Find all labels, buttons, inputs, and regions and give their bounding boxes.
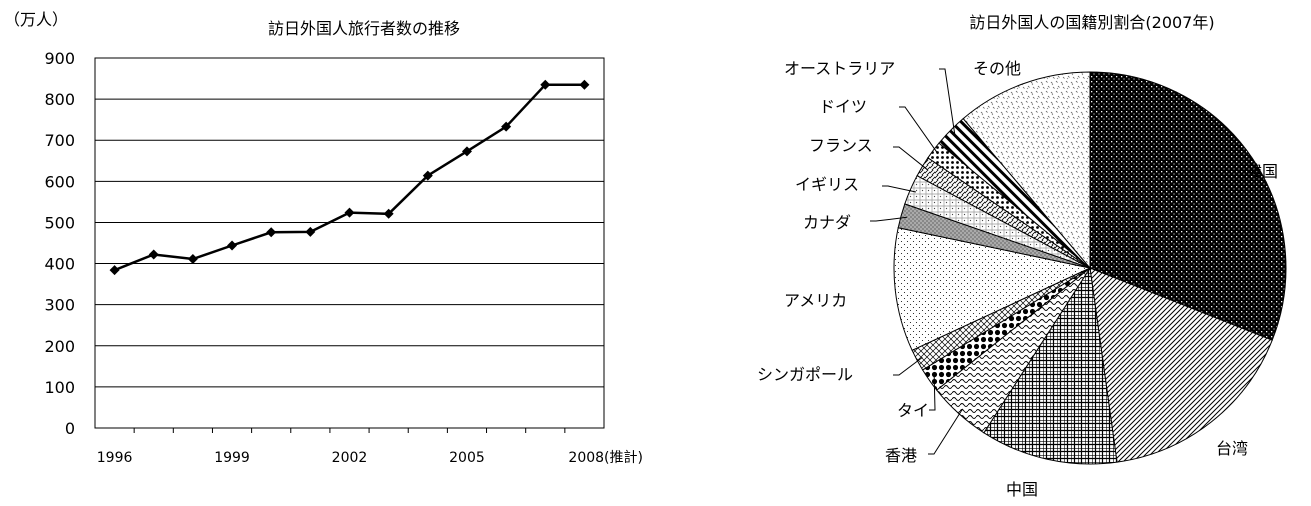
pie-leader-lines — [870, 68, 964, 455]
pie-slice-label: タイ — [897, 401, 929, 420]
y-tick-label: 700 — [44, 131, 75, 150]
leader-line — [893, 146, 928, 171]
pie-slice — [893, 227, 1092, 351]
pie-slice-label: ドイツ — [819, 97, 867, 116]
plot-frame — [94, 57, 605, 429]
data-point-marker — [148, 249, 159, 260]
pie-slice — [962, 71, 1091, 270]
data-point-marker — [344, 207, 355, 218]
x-tick-label: 2002 — [332, 450, 368, 466]
pie-slice-label: イギリス — [795, 175, 859, 194]
pie-slice-label: その他 — [973, 59, 1021, 78]
y-tick-label: 300 — [44, 296, 75, 315]
data-point-marker — [422, 170, 433, 181]
data-point-marker — [579, 79, 590, 90]
y-gridlines — [95, 98, 604, 388]
pie-slice — [1089, 71, 1287, 341]
line-chart: 訪日外国人旅行者数の推移 （万人） 0 100 200 300 400 500 600 700… — [4, 10, 643, 466]
pie-slice-label: 香港 — [885, 446, 917, 465]
data-point-marker — [227, 240, 238, 251]
data-point-marker — [501, 121, 512, 132]
data-point-marker — [305, 226, 316, 237]
data-point-marker — [187, 254, 198, 265]
x-tick-labels: 1996 1999 2002 2005 2008(推計) — [97, 450, 643, 466]
pie-slice — [1089, 267, 1273, 463]
pie-slice — [983, 266, 1118, 465]
data-point-marker — [109, 265, 120, 276]
y-tick-label: 500 — [44, 213, 75, 232]
pie-slice-label: シンガポール — [757, 365, 853, 384]
y-tick-label: 0 — [65, 419, 75, 438]
line-chart-title: 訪日外国人旅行者数の推移 — [268, 19, 460, 38]
leader-line — [939, 68, 956, 135]
x-tick-label: 1996 — [97, 450, 133, 466]
x-tick-marks — [133, 428, 566, 433]
leader-line — [928, 408, 964, 455]
leader-line — [929, 376, 936, 411]
pie-slice-label: 台湾 — [1216, 439, 1248, 458]
series-markers — [109, 79, 590, 276]
leader-line — [882, 185, 917, 193]
data-point-marker — [461, 146, 472, 157]
y-tick-label: 600 — [44, 172, 75, 191]
y-tick-label: 100 — [44, 378, 75, 397]
series-line — [114, 83, 585, 272]
pie-slices — [893, 71, 1287, 465]
data-point-marker — [266, 227, 277, 238]
data-point-marker — [383, 208, 394, 219]
pie-slice-label: アメリカ — [784, 291, 847, 310]
data-point-marker — [540, 79, 551, 90]
pie-slice-label: 中国 — [1006, 480, 1038, 499]
leader-line — [870, 216, 907, 222]
y-tick-label: 200 — [44, 337, 75, 356]
x-tick-label: 1999 — [214, 450, 250, 466]
y-tick-labels: 0 100 200 300 400 500 600 700 800 900 — [44, 49, 75, 438]
leader-line — [899, 106, 939, 155]
pie-chart-title: 訪日外国人の国籍別割合(2007年) — [969, 13, 1214, 32]
x-tick-label: 2005 — [449, 450, 485, 466]
x-tick-label: 2008(推計) — [568, 450, 643, 466]
pie-slice-label: オーストラリア — [784, 59, 895, 78]
y-tick-label: 900 — [44, 49, 75, 68]
y-axis-unit-label: （万人） — [4, 10, 68, 29]
y-tick-label: 800 — [44, 90, 75, 109]
pie-slice-label: カナダ — [803, 213, 851, 232]
pie-slice-label: 韓国 — [1246, 162, 1278, 181]
leader-line — [893, 357, 923, 376]
y-tick-label: 400 — [44, 255, 75, 274]
pie-slice-label: フランス — [809, 136, 873, 155]
